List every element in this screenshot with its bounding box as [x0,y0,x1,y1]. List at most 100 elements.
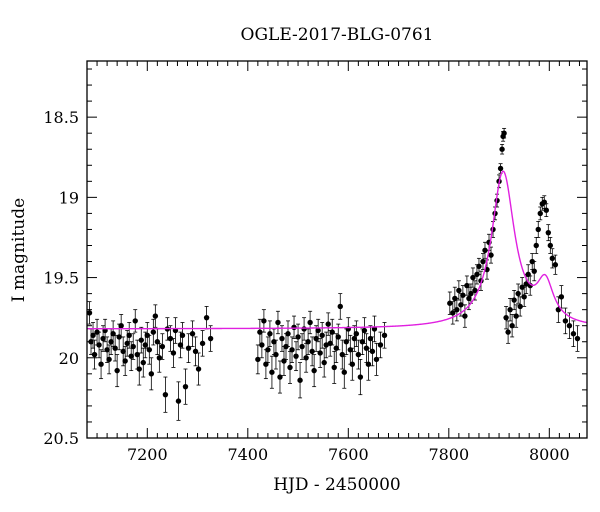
data-point [299,333,305,360]
data-point [87,301,93,325]
data-point [259,331,265,359]
data-point [353,320,360,347]
data-point [476,257,482,275]
data-point [289,336,295,364]
x-tick-label: 7200 [127,445,168,464]
y-axis-label: I magnitude [9,198,29,302]
x-tick-label: 8000 [529,445,570,464]
data-point [315,318,321,343]
data-point [511,290,517,311]
data-point [543,203,549,218]
data-point [365,347,372,381]
y-tick-label: 20.5 [43,429,79,448]
data-point [515,283,521,304]
data-points [87,127,581,421]
data-point [303,342,309,373]
data-point [558,285,565,309]
data-point [307,310,313,335]
data-point [265,336,271,364]
data-point [130,333,136,360]
data-point [317,338,323,368]
data-point [325,312,331,336]
data-point [537,206,543,221]
data-point [337,293,343,320]
data-point [275,310,281,335]
data-point [146,334,153,365]
data-point [98,349,104,380]
data-point [287,350,293,384]
data-point [203,306,210,330]
data-point [118,314,124,338]
data-point [148,357,155,391]
data-point [122,346,128,376]
data-point [277,360,283,394]
data-point [482,241,488,259]
data-point [144,322,151,349]
data-point [355,339,362,370]
data-point [513,304,519,328]
data-point [189,320,196,347]
data-point [570,320,577,347]
data-point [207,325,214,352]
data-point [136,352,142,386]
data-point [331,350,337,384]
data-point [199,330,206,357]
data-point [547,237,554,254]
data-point [460,285,466,306]
data-point [361,317,368,344]
data-point [126,322,132,349]
data-point [175,381,182,421]
data-point [503,306,509,330]
data-point [531,261,537,282]
data-point [574,325,581,352]
data-point [267,320,273,347]
y-tick-label: 19 [59,188,79,207]
data-point [509,314,515,338]
data-point [293,341,299,372]
axis-ticks [86,61,587,439]
data-point [470,267,476,288]
data-point [329,318,335,346]
data-point [283,333,289,360]
data-point [167,325,174,352]
data-point [521,286,527,307]
data-point [192,336,199,367]
data-point [285,320,291,347]
y-tick-label: 18.5 [43,108,79,127]
data-point [273,339,279,370]
data-point [182,368,189,405]
data-point [269,355,275,389]
data-point [185,333,192,364]
data-point [369,336,376,367]
data-point [349,347,356,381]
data-point [562,307,569,335]
x-tick-label: 7600 [328,445,369,464]
data-point [91,339,98,370]
data-point [311,354,317,388]
data-point [195,352,202,386]
data-point [114,354,120,388]
plot-frame [86,60,588,439]
data-point [499,144,505,155]
data-point [517,296,523,317]
data-point [552,254,559,275]
y-tick-label: 20 [59,349,79,368]
data-point [377,331,384,359]
data-point [327,330,333,357]
data-point [309,336,315,367]
data-point [255,344,261,375]
x-tick-label: 7400 [227,445,268,464]
chart-title: OGLE-2017-BLG-0761 [241,25,434,45]
data-point [456,280,462,301]
data-point [179,322,186,349]
y-tick-label: 19.5 [43,269,79,288]
data-point [549,248,556,269]
data-point [291,315,297,339]
plot-area [87,127,587,421]
data-point [162,376,169,413]
model-curve [87,170,587,330]
tick-labels: 7200 7400 7600 7800 8000 18.5 19 19.5 20 20.5 [43,108,569,464]
data-point [96,331,102,359]
data-point [450,301,456,325]
